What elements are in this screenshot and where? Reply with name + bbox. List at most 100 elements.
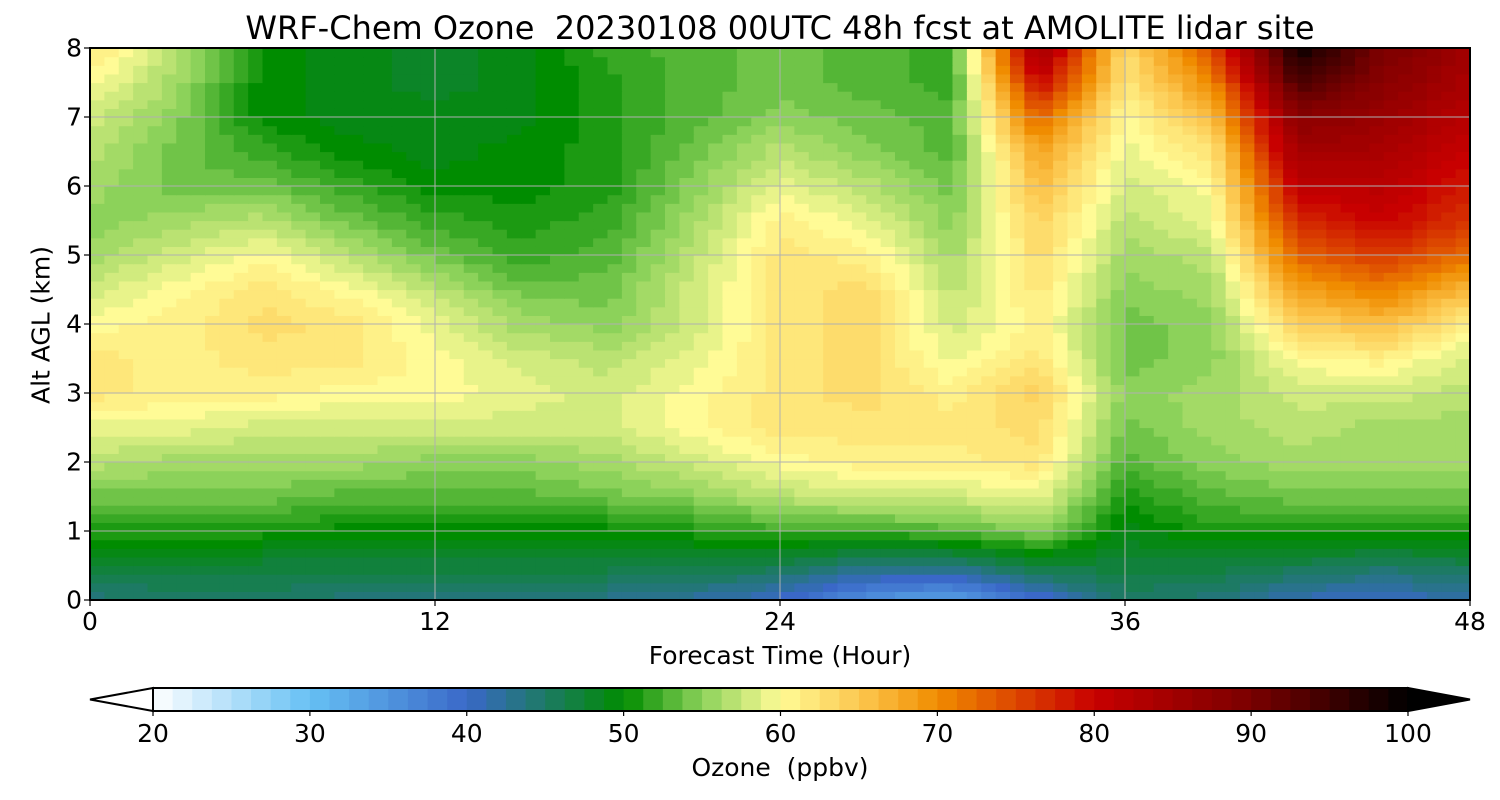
heatmap-cell: [995, 229, 1011, 239]
heatmap-cell: [1010, 194, 1025, 204]
heatmap-cell: [1383, 151, 1399, 161]
heatmap-cell: [219, 186, 235, 196]
heatmap-cell: [564, 203, 580, 213]
heatmap-cell: [1311, 237, 1327, 247]
heatmap-cell: [780, 496, 795, 506]
heatmap-cell: [1426, 203, 1442, 213]
heatmap-cell: [650, 306, 666, 316]
heatmap-cell: [205, 574, 220, 584]
heatmap-cell: [722, 496, 738, 506]
heatmap-cell: [952, 453, 968, 463]
heatmap-cell: [147, 341, 163, 351]
heatmap-cell: [147, 332, 163, 342]
heatmap-cell: [435, 341, 450, 351]
heatmap-cell: [1412, 186, 1428, 196]
heatmap-cell: [305, 194, 321, 204]
heatmap-cell: [1283, 341, 1299, 351]
heatmap-cell: [305, 289, 321, 299]
heatmap-cell: [90, 367, 105, 377]
heatmap-cell: [995, 341, 1011, 351]
heatmap-cell: [550, 522, 565, 532]
heatmap-cell: [665, 487, 680, 498]
heatmap-cell: [1268, 177, 1284, 187]
heatmap-cell: [981, 280, 997, 291]
heatmap-cell: [248, 522, 264, 532]
heatmap-cell: [363, 306, 379, 316]
heatmap-cell: [995, 349, 1011, 360]
heatmap-cell: [895, 289, 910, 299]
heatmap-cell: [1398, 280, 1414, 291]
heatmap-cell: [391, 453, 407, 463]
heatmap-cell: [693, 548, 709, 558]
heatmap-cell: [190, 229, 206, 239]
heatmap-cell: [478, 203, 494, 213]
heatmap-cell: [320, 565, 335, 575]
heatmap-cell: [621, 548, 637, 558]
heatmap-cell: [1110, 513, 1126, 523]
heatmap-cell: [751, 384, 767, 394]
heatmap-cell: [161, 341, 177, 351]
heatmap-cell: [550, 367, 565, 377]
heatmap-cell: [679, 427, 695, 437]
heatmap-cell: [722, 177, 738, 187]
heatmap-cell: [938, 444, 954, 454]
heatmap-cell: [90, 582, 105, 592]
heatmap-cell: [722, 548, 738, 558]
heatmap-cell: [1441, 289, 1457, 299]
heatmap-cell: [176, 263, 192, 273]
heatmap-cell: [1355, 298, 1370, 308]
heatmap-cell: [751, 591, 767, 601]
heatmap-cell: [1398, 556, 1414, 567]
heatmap-cell: [1240, 332, 1255, 342]
heatmap-cell: [363, 401, 379, 411]
heatmap-cell: [1038, 289, 1054, 299]
heatmap-cell: [607, 358, 623, 368]
chart-title: WRF-Chem Ozone 20230108 00UTC 48h fcst a…: [245, 9, 1315, 47]
heatmap-cell: [406, 289, 422, 299]
heatmap-cell: [593, 582, 609, 592]
heatmap-cell: [1053, 418, 1069, 429]
heatmap-cell: [492, 298, 508, 308]
heatmap-cell: [118, 160, 134, 170]
heatmap-cell: [851, 513, 867, 523]
heatmap-cell: [1053, 522, 1069, 532]
heatmap-cell: [995, 505, 1011, 515]
heatmap-cell: [1254, 272, 1270, 282]
heatmap-cell: [219, 496, 235, 506]
heatmap-cell: [851, 393, 867, 403]
heatmap-cell: [492, 565, 508, 575]
heatmap-cell: [1024, 220, 1040, 230]
heatmap-cell: [435, 531, 450, 541]
heatmap-cell: [578, 203, 594, 213]
heatmap-cell: [780, 168, 795, 178]
heatmap-cell: [334, 470, 350, 480]
heatmap-cell: [909, 522, 925, 532]
heatmap-cell: [133, 229, 149, 239]
heatmap-cell: [1081, 315, 1097, 325]
heatmap-cell: [679, 487, 695, 498]
heatmap-cell: [607, 410, 623, 420]
heatmap-cell: [636, 203, 652, 213]
heatmap-cell: [90, 246, 105, 256]
heatmap-cell: [909, 453, 925, 463]
heatmap-cell: [1369, 591, 1385, 601]
heatmap-cell: [420, 410, 436, 420]
heatmap-cell: [1153, 522, 1169, 532]
heatmap-cell: [1254, 246, 1270, 256]
heatmap-cell: [219, 349, 235, 360]
heatmap-cell: [679, 505, 695, 515]
heatmap-cell: [1125, 315, 1140, 325]
heatmap-cell: [377, 574, 393, 584]
heatmap-cell: [1254, 168, 1270, 178]
heatmap-cell: [147, 591, 163, 601]
heatmap-cell: [1311, 574, 1327, 584]
heatmap-cell: [880, 349, 896, 360]
heatmap-cell: [435, 487, 450, 498]
heatmap-cell: [650, 556, 666, 567]
heatmap-cell: [851, 203, 867, 213]
heatmap-cell: [463, 324, 479, 334]
heatmap-cell: [1398, 496, 1414, 506]
heatmap-cell: [262, 229, 278, 239]
heatmap-cell: [363, 263, 379, 273]
heatmap-cell: [219, 565, 235, 575]
